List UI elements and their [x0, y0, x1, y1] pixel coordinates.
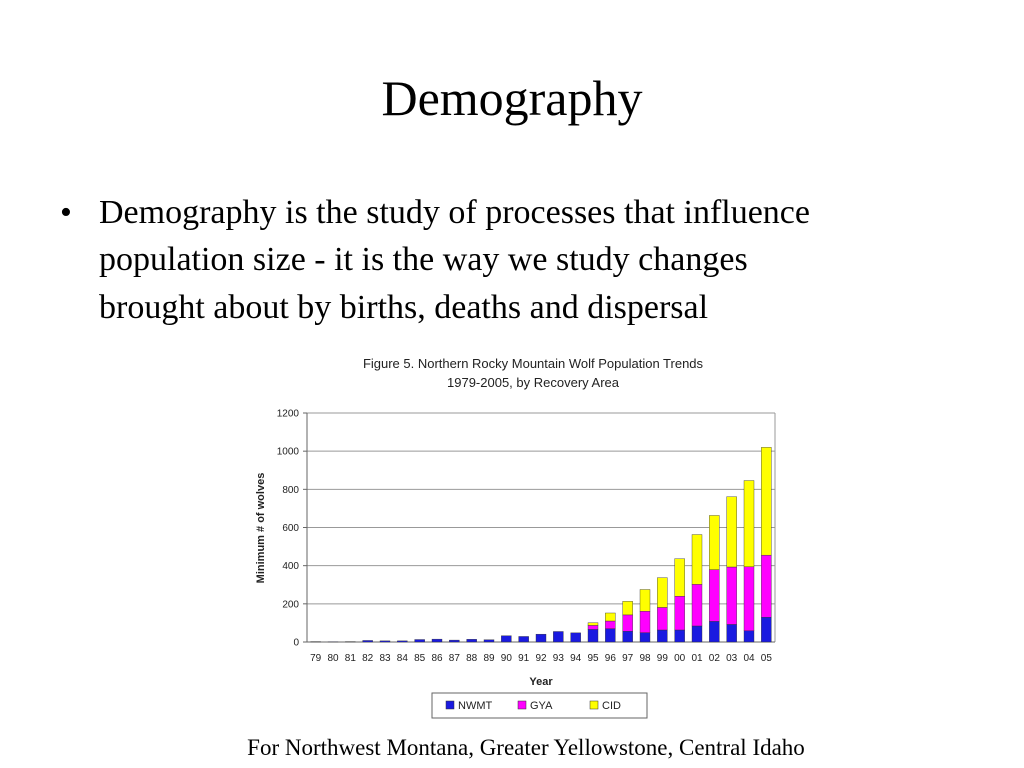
- bar-segment: [605, 620, 616, 629]
- legend-label: GYA: [530, 700, 553, 712]
- bar-segment: [709, 621, 720, 643]
- y-tick-label: 600: [282, 523, 299, 534]
- x-tick-label: 88: [466, 653, 478, 664]
- legend-box: [431, 692, 648, 719]
- bar-segment: [639, 632, 651, 643]
- bar-segment: [674, 596, 685, 631]
- x-tick-label: 99: [657, 653, 669, 664]
- bar-segment: [657, 577, 668, 608]
- legend-swatch: [517, 700, 527, 710]
- bar-segment: [674, 629, 685, 643]
- bar-segment: [397, 640, 408, 643]
- x-tick-label: 01: [691, 653, 703, 664]
- x-axis-label: Year: [529, 676, 553, 688]
- x-tick-label: 04: [743, 653, 755, 664]
- bar-segment: [761, 447, 772, 556]
- x-tick-label: 02: [709, 653, 721, 664]
- legend-label: NWMT: [458, 700, 492, 712]
- x-tick-label: 87: [449, 653, 461, 664]
- bar-segment: [726, 496, 737, 568]
- bar-segment: [691, 625, 703, 643]
- x-tick-label: 84: [397, 653, 409, 664]
- bar-segment: [587, 622, 599, 626]
- bullet-line: population size - it is the way we study…: [99, 241, 748, 278]
- y-tick-label: 800: [282, 485, 299, 496]
- bar-segment: [483, 639, 495, 643]
- y-tick-label: 0: [293, 638, 299, 649]
- bar-segment: [622, 631, 633, 643]
- bar-segment: [449, 639, 460, 643]
- bar-segment: [674, 558, 685, 597]
- x-tick-label: 92: [535, 653, 547, 664]
- x-tick-label: 96: [605, 653, 617, 664]
- bar-segment: [726, 624, 737, 643]
- bar-segment: [639, 611, 651, 633]
- bar-segment: [622, 614, 633, 632]
- bar-segment: [605, 612, 616, 622]
- bar-segment: [414, 639, 425, 643]
- legend-label: CID: [602, 700, 621, 712]
- bar-segment: [743, 480, 755, 568]
- slide-title: Demography: [381, 70, 642, 126]
- bar-segment: [691, 584, 703, 627]
- bar-segment: [379, 640, 391, 643]
- bar-segment: [501, 635, 512, 643]
- x-tick-label: 05: [761, 653, 773, 664]
- bar-segment: [657, 607, 668, 631]
- bar-segment: [553, 631, 564, 643]
- chart-title: Figure 5. Northern Rocky Mountain Wolf P…: [363, 356, 704, 371]
- y-tick-label: 1000: [277, 447, 300, 458]
- x-tick-label: 85: [414, 653, 426, 664]
- caption: For Northwest Montana, Greater Yellowsto…: [247, 735, 805, 760]
- bar-segment: [587, 625, 599, 630]
- bar-segment: [761, 554, 772, 618]
- x-tick-label: 82: [362, 653, 374, 664]
- bar-segment: [570, 632, 581, 643]
- bar-segment: [709, 569, 720, 622]
- legend-swatch: [445, 700, 455, 710]
- bullet-mark: •: [60, 194, 72, 231]
- x-tick-label: 79: [310, 653, 322, 664]
- x-tick-label: 95: [587, 653, 599, 664]
- bar-segment: [761, 616, 772, 643]
- bar-segment: [657, 629, 668, 643]
- y-tick-label: 400: [282, 561, 299, 572]
- x-tick-label: 98: [639, 653, 651, 664]
- x-tick-label: 83: [379, 653, 391, 664]
- y-axis-label: Minimum # of wolves: [255, 473, 267, 584]
- x-tick-label: 81: [345, 653, 357, 664]
- x-tick-label: 86: [431, 653, 443, 664]
- bar-segment: [622, 601, 633, 616]
- bar-segment: [691, 534, 703, 585]
- x-tick-label: 91: [518, 653, 530, 664]
- bullet-line: Demography is the study of processes tha…: [99, 194, 810, 231]
- legend-swatch: [589, 700, 599, 710]
- bar-segment: [726, 566, 737, 625]
- bar-segment: [431, 638, 443, 643]
- bar-segment: [605, 628, 616, 643]
- bar-segment: [709, 515, 720, 570]
- chart-subtitle: 1979-2005, by Recovery Area: [447, 375, 620, 390]
- y-tick-label: 1200: [277, 409, 300, 420]
- bullet-line: brought about by births, deaths and disp…: [99, 289, 708, 326]
- bar-segment: [535, 633, 547, 643]
- x-tick-label: 89: [483, 653, 495, 664]
- bar-segment: [587, 629, 599, 643]
- bar-segment: [518, 636, 529, 643]
- bar-segment: [466, 639, 477, 643]
- x-tick-label: 90: [501, 653, 513, 664]
- x-tick-label: 03: [726, 653, 738, 664]
- y-tick-label: 200: [282, 599, 299, 610]
- bar-segment: [362, 640, 373, 643]
- x-tick-label: 00: [674, 653, 686, 664]
- x-tick-label: 80: [327, 653, 339, 664]
- bar-segment: [639, 589, 651, 612]
- x-tick-label: 93: [553, 653, 565, 664]
- bar-segment: [743, 566, 755, 631]
- x-tick-label: 94: [570, 653, 582, 664]
- x-tick-label: 97: [622, 653, 634, 664]
- bar-segment: [743, 630, 755, 643]
